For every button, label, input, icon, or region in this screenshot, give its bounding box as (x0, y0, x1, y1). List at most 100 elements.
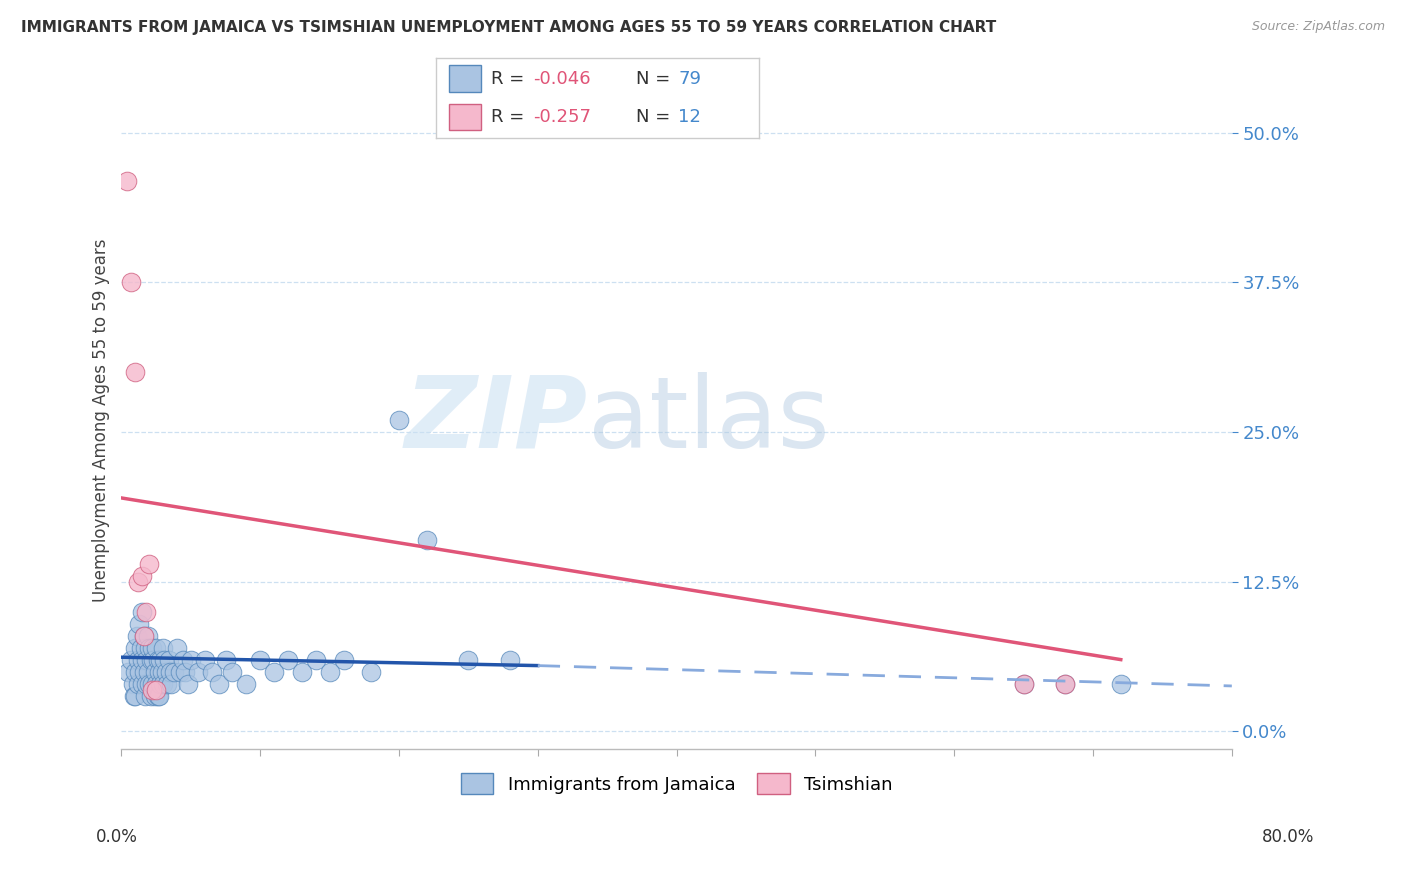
Point (159, 665, 181, 679)
Point (160, 676, 183, 690)
Point (146, 652, 169, 666)
Point (1012, 676, 1035, 690)
Point (124, 365, 146, 379)
Point (115, 173, 138, 187)
Point (149, 652, 172, 666)
Point (177, 676, 200, 690)
Point (166, 640, 188, 655)
Point (1054, 676, 1077, 690)
Point (1054, 676, 1077, 690)
Point (134, 689, 156, 703)
Point (152, 676, 174, 690)
Text: 12: 12 (678, 109, 702, 127)
Point (127, 652, 149, 666)
Text: -0.046: -0.046 (533, 70, 591, 87)
Text: N =: N = (637, 109, 676, 127)
Point (142, 652, 165, 666)
Point (169, 665, 191, 679)
Point (318, 665, 340, 679)
Text: atlas: atlas (588, 372, 830, 468)
Point (132, 629, 155, 643)
Point (1109, 676, 1132, 690)
Point (139, 689, 162, 703)
Point (291, 665, 314, 679)
Point (416, 533, 439, 547)
Point (201, 665, 224, 679)
Point (135, 652, 157, 666)
Point (156, 676, 179, 690)
Point (124, 665, 146, 679)
Bar (449, 65, 481, 92)
Point (221, 665, 243, 679)
Point (146, 689, 169, 703)
Point (277, 652, 299, 666)
Point (132, 629, 155, 643)
Point (187, 665, 209, 679)
Point (148, 665, 170, 679)
Point (129, 640, 152, 655)
Text: IMMIGRANTS FROM JAMAICA VS TSIMSHIAN UNEMPLOYMENT AMONG AGES 55 TO 59 YEARS CORR: IMMIGRANTS FROM JAMAICA VS TSIMSHIAN UNE… (21, 20, 997, 35)
Point (1012, 676, 1035, 690)
Point (143, 689, 166, 703)
Text: 80.0%: 80.0% (1263, 828, 1315, 846)
Point (332, 652, 354, 666)
Point (120, 276, 142, 290)
Point (121, 676, 143, 690)
Point (152, 640, 174, 655)
Point (136, 629, 159, 643)
Point (132, 665, 155, 679)
Point (127, 676, 149, 690)
Point (457, 652, 479, 666)
Point (360, 665, 382, 679)
Point (145, 676, 167, 690)
Text: Source: ZipAtlas.com: Source: ZipAtlas.com (1251, 20, 1385, 33)
Y-axis label: Unemployment Among Ages 55 to 59 years: Unemployment Among Ages 55 to 59 years (93, 238, 110, 602)
Point (131, 676, 153, 690)
Point (117, 665, 139, 679)
Point (141, 676, 163, 690)
Point (124, 689, 146, 703)
Point (263, 665, 285, 679)
Text: R =: R = (491, 109, 530, 127)
Point (207, 676, 229, 690)
Text: -0.257: -0.257 (533, 109, 591, 127)
Point (174, 665, 197, 679)
Point (141, 640, 163, 655)
Point (214, 652, 236, 666)
Point (128, 665, 150, 679)
Point (148, 689, 170, 703)
Point (138, 640, 160, 655)
Point (499, 652, 522, 666)
Point (124, 640, 146, 655)
Point (131, 605, 153, 619)
Text: 79: 79 (678, 70, 702, 87)
Point (388, 413, 411, 427)
Text: 0.0%: 0.0% (96, 828, 138, 846)
Point (120, 652, 142, 666)
Point (305, 652, 328, 666)
Point (145, 640, 167, 655)
Point (127, 574, 149, 589)
Point (138, 557, 160, 571)
Point (134, 640, 156, 655)
Point (149, 676, 172, 690)
Point (150, 665, 173, 679)
Point (131, 569, 153, 583)
Point (235, 676, 257, 690)
Legend: Immigrants from Jamaica, Tsimshian: Immigrants from Jamaica, Tsimshian (451, 764, 901, 803)
Point (143, 665, 166, 679)
Point (136, 665, 159, 679)
Point (157, 652, 180, 666)
Point (141, 682, 163, 697)
Text: ZIP: ZIP (405, 372, 588, 468)
Point (153, 652, 176, 666)
Point (155, 665, 177, 679)
Point (172, 652, 194, 666)
Point (131, 652, 153, 666)
Bar (449, 103, 481, 130)
Point (249, 652, 271, 666)
Text: R =: R = (491, 70, 530, 87)
Point (128, 616, 150, 631)
Point (145, 682, 167, 697)
Point (135, 676, 157, 690)
